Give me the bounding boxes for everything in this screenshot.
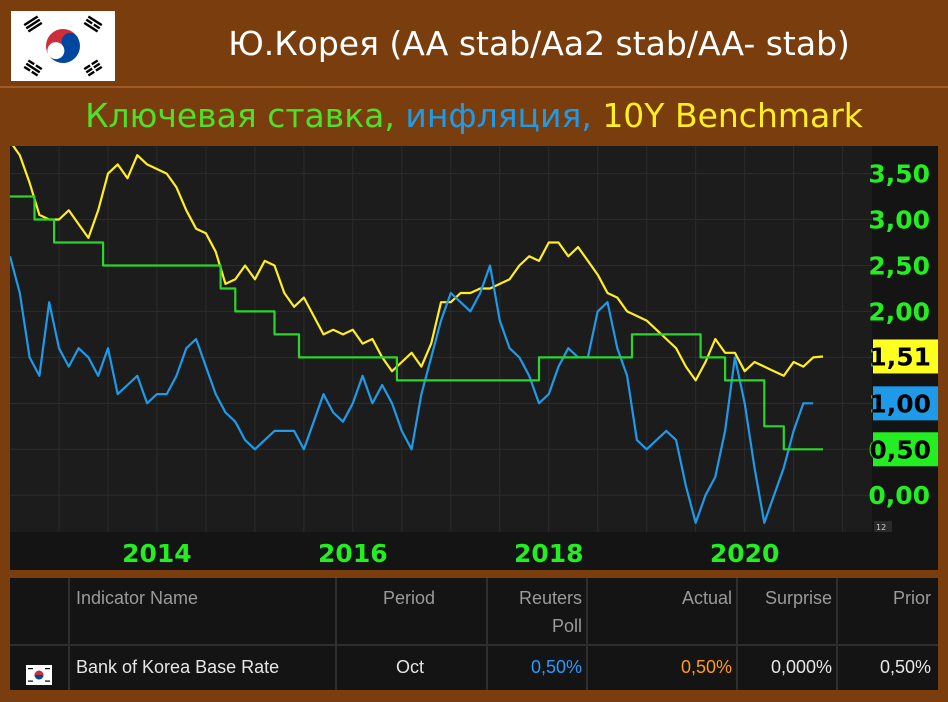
header-prior: Prior [892, 588, 931, 608]
page-title: Ю.Корея (AA stab/Aa2 stab/AA- stab) [228, 24, 850, 63]
row-prior: 0,50% [879, 657, 931, 677]
subtitle-10y-benchmark: 10Y Benchmark [602, 96, 863, 135]
plot-area [10, 146, 872, 532]
chart-subtitle: Ключевая ставка, инфляция, 10Y Benchmark [0, 86, 948, 146]
row-flag-icon [26, 656, 52, 685]
end-value-badge [873, 386, 938, 421]
header-actual: Actual [681, 588, 732, 608]
row-actual: 0,50% [680, 657, 732, 677]
corner-label: 12 [876, 523, 886, 532]
y-tick-label: 2,00 [868, 297, 930, 326]
header-surprise: Surprise [764, 588, 832, 608]
header-period: Period [382, 588, 436, 608]
x-tick-label: 2020 [710, 539, 780, 568]
end-value-badge [873, 432, 938, 467]
rates-line-chart: 3,503,002,502,001,501,000,500,00 2014201… [10, 146, 938, 570]
corner-box [874, 521, 892, 532]
y-tick-label: 2,50 [868, 251, 930, 280]
x-tick-label: 2018 [514, 539, 584, 568]
subtitle-policy-rate: Ключевая ставка, [85, 96, 395, 135]
end-value-label: 1,51 [869, 342, 931, 371]
header: Ю.Корея (AA stab/Aa2 stab/AA- stab) [0, 0, 948, 86]
header-reuters-poll: Reuters Poll [488, 578, 582, 644]
end-value-label: 0,50 [869, 435, 931, 464]
x-tick-label: 2016 [318, 539, 388, 568]
series-line-bond-10y [11, 146, 824, 382]
row-reuters-poll: 0,50% [530, 657, 582, 677]
header-poll: Poll [551, 616, 582, 636]
subtitle-inflation: инфляция, [405, 96, 592, 135]
y-tick-label: 3,50 [868, 160, 930, 189]
x-tick-label: 2014 [122, 539, 192, 568]
series-line-policy-rate [10, 195, 823, 451]
end-value-label: 1,00 [869, 389, 931, 418]
end-value-badge [873, 339, 938, 374]
y-tick-label: 0,00 [868, 481, 930, 510]
row-indicator-name: Bank of Korea Base Rate [76, 657, 280, 677]
header-indicator-name: Indicator Name [76, 588, 199, 608]
indicator-table: Indicator Name Period Reuters Poll Actua… [10, 578, 938, 690]
row-period: Oct [395, 657, 424, 677]
south-korea-flag-icon [11, 11, 115, 81]
header-reuters: Reuters [518, 588, 582, 608]
row-surprise: 0,000% [770, 657, 832, 677]
y-tick-label: 3,00 [868, 206, 930, 235]
series-line-inflation [10, 256, 814, 524]
